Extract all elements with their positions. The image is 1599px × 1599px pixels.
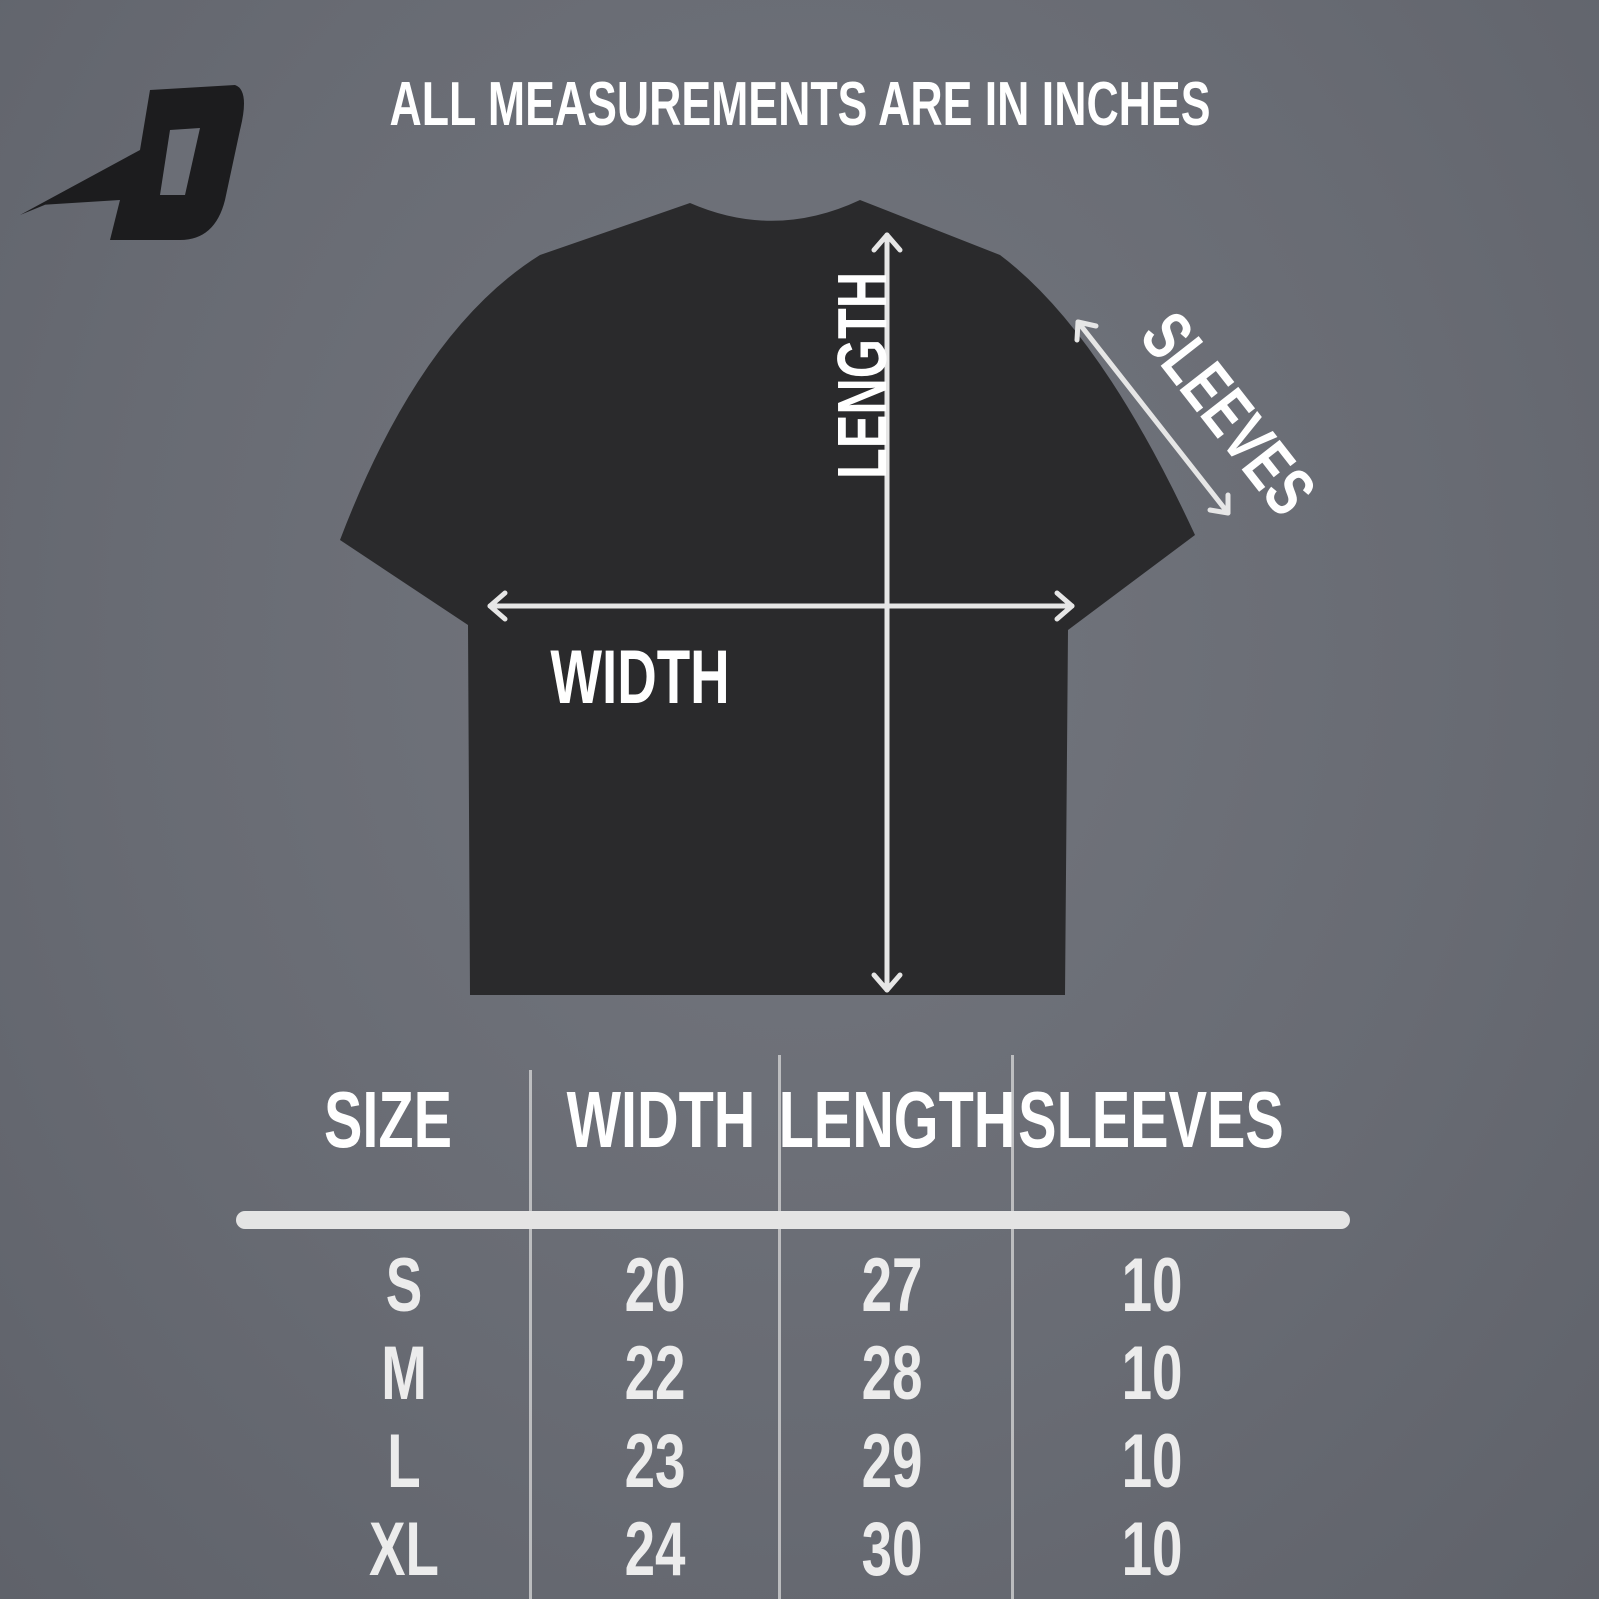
column-divider bbox=[1011, 1055, 1014, 1599]
sleeves-arrow bbox=[1075, 319, 1231, 516]
size-cell: M bbox=[381, 1331, 427, 1416]
page-title: ALL MEASUREMENTS ARE IN INCHES bbox=[389, 70, 1211, 139]
width-cell: 22 bbox=[624, 1331, 686, 1416]
width-label: WIDTH bbox=[550, 635, 730, 720]
header-sleeves: SLEEVES bbox=[1018, 1075, 1284, 1164]
width-cell: 24 bbox=[624, 1507, 686, 1592]
header-length: LENGTH bbox=[778, 1075, 1016, 1164]
length-cell: 28 bbox=[861, 1331, 923, 1416]
sleeves-cell: 10 bbox=[1121, 1331, 1183, 1416]
sleeves-cell: 10 bbox=[1121, 1419, 1183, 1504]
header-rule bbox=[236, 1211, 1350, 1229]
length-cell: 30 bbox=[861, 1507, 923, 1592]
brand-logo bbox=[20, 85, 244, 240]
sleeves-cell: 10 bbox=[1121, 1243, 1183, 1328]
column-divider bbox=[778, 1055, 781, 1599]
width-cell: 23 bbox=[624, 1419, 686, 1504]
t-shirt bbox=[340, 200, 1195, 995]
sleeves-cell: 10 bbox=[1121, 1507, 1183, 1592]
length-cell: 27 bbox=[861, 1243, 923, 1328]
length-cell: 29 bbox=[861, 1419, 923, 1504]
size-cell: XL bbox=[369, 1507, 439, 1592]
header-width: WIDTH bbox=[566, 1075, 756, 1164]
length-label: LENGTH bbox=[823, 271, 901, 479]
size-cell: S bbox=[385, 1243, 423, 1328]
width-cell: 20 bbox=[624, 1243, 686, 1328]
size-cell: L bbox=[387, 1419, 421, 1504]
column-divider bbox=[529, 1070, 532, 1599]
header-size: SIZE bbox=[323, 1075, 453, 1164]
